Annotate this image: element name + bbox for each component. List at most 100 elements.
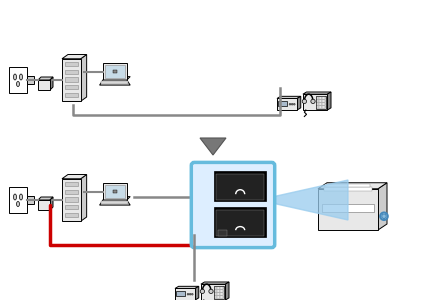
- FancyBboxPatch shape: [220, 290, 223, 292]
- FancyBboxPatch shape: [65, 70, 78, 74]
- FancyBboxPatch shape: [103, 63, 127, 80]
- FancyBboxPatch shape: [218, 296, 220, 298]
- Text: EXT.: EXT.: [230, 223, 250, 232]
- FancyBboxPatch shape: [191, 162, 275, 248]
- Polygon shape: [62, 175, 87, 179]
- FancyBboxPatch shape: [277, 98, 297, 110]
- FancyBboxPatch shape: [101, 201, 128, 204]
- FancyBboxPatch shape: [65, 205, 78, 209]
- FancyBboxPatch shape: [322, 103, 325, 105]
- Polygon shape: [50, 77, 53, 90]
- FancyBboxPatch shape: [103, 183, 127, 200]
- FancyBboxPatch shape: [27, 196, 34, 204]
- Polygon shape: [200, 138, 226, 155]
- FancyBboxPatch shape: [65, 77, 78, 82]
- FancyBboxPatch shape: [65, 197, 78, 202]
- Text: LINE: LINE: [230, 187, 250, 196]
- FancyBboxPatch shape: [38, 80, 50, 90]
- FancyBboxPatch shape: [113, 70, 116, 73]
- FancyBboxPatch shape: [215, 287, 217, 289]
- FancyBboxPatch shape: [218, 230, 227, 236]
- Circle shape: [293, 103, 295, 105]
- FancyBboxPatch shape: [317, 106, 319, 108]
- FancyBboxPatch shape: [303, 94, 327, 110]
- Circle shape: [200, 289, 204, 293]
- Ellipse shape: [17, 82, 20, 86]
- Ellipse shape: [14, 74, 17, 80]
- FancyBboxPatch shape: [215, 293, 217, 295]
- FancyBboxPatch shape: [216, 210, 264, 236]
- FancyBboxPatch shape: [65, 93, 78, 97]
- Circle shape: [209, 289, 213, 293]
- Circle shape: [311, 99, 315, 104]
- Polygon shape: [297, 96, 301, 110]
- FancyBboxPatch shape: [214, 207, 266, 237]
- Polygon shape: [303, 92, 331, 94]
- FancyBboxPatch shape: [317, 103, 319, 105]
- FancyBboxPatch shape: [216, 174, 264, 200]
- FancyBboxPatch shape: [320, 103, 322, 105]
- FancyBboxPatch shape: [65, 213, 78, 217]
- Ellipse shape: [20, 194, 23, 200]
- FancyBboxPatch shape: [326, 184, 371, 187]
- FancyBboxPatch shape: [38, 200, 50, 210]
- FancyBboxPatch shape: [320, 106, 322, 108]
- Polygon shape: [99, 80, 130, 85]
- FancyBboxPatch shape: [316, 96, 326, 109]
- FancyBboxPatch shape: [176, 291, 185, 296]
- FancyBboxPatch shape: [317, 100, 319, 102]
- Circle shape: [289, 103, 291, 105]
- FancyBboxPatch shape: [62, 179, 81, 221]
- Polygon shape: [81, 55, 87, 101]
- FancyBboxPatch shape: [220, 293, 223, 295]
- Circle shape: [189, 293, 191, 295]
- FancyBboxPatch shape: [317, 97, 319, 99]
- Polygon shape: [200, 220, 210, 233]
- Polygon shape: [272, 180, 348, 220]
- FancyBboxPatch shape: [320, 97, 322, 99]
- Polygon shape: [225, 282, 229, 300]
- Ellipse shape: [17, 202, 20, 206]
- FancyBboxPatch shape: [9, 67, 27, 93]
- Polygon shape: [175, 286, 199, 289]
- Polygon shape: [200, 184, 210, 197]
- Polygon shape: [103, 196, 130, 200]
- Circle shape: [380, 212, 388, 220]
- FancyBboxPatch shape: [214, 286, 224, 298]
- FancyBboxPatch shape: [9, 187, 27, 213]
- Polygon shape: [277, 96, 301, 98]
- Polygon shape: [103, 76, 130, 80]
- FancyBboxPatch shape: [220, 287, 223, 289]
- Ellipse shape: [20, 74, 23, 80]
- FancyBboxPatch shape: [65, 62, 78, 66]
- FancyBboxPatch shape: [62, 59, 81, 101]
- FancyBboxPatch shape: [105, 185, 125, 198]
- FancyBboxPatch shape: [101, 81, 128, 84]
- FancyBboxPatch shape: [278, 100, 287, 106]
- Polygon shape: [62, 55, 87, 59]
- FancyBboxPatch shape: [65, 182, 78, 186]
- Circle shape: [187, 293, 189, 295]
- FancyBboxPatch shape: [322, 106, 325, 108]
- Ellipse shape: [14, 194, 17, 200]
- FancyBboxPatch shape: [65, 85, 78, 89]
- Circle shape: [191, 293, 193, 295]
- Circle shape: [291, 103, 293, 105]
- FancyBboxPatch shape: [322, 204, 374, 212]
- FancyBboxPatch shape: [214, 171, 266, 201]
- Polygon shape: [318, 183, 387, 189]
- FancyBboxPatch shape: [322, 97, 325, 99]
- Polygon shape: [50, 197, 53, 210]
- Polygon shape: [195, 286, 199, 300]
- Polygon shape: [378, 183, 387, 230]
- FancyBboxPatch shape: [215, 296, 217, 298]
- FancyBboxPatch shape: [27, 76, 34, 84]
- FancyBboxPatch shape: [201, 284, 225, 300]
- FancyBboxPatch shape: [218, 287, 220, 289]
- FancyBboxPatch shape: [218, 293, 220, 295]
- FancyBboxPatch shape: [320, 100, 322, 102]
- Polygon shape: [81, 175, 87, 221]
- FancyBboxPatch shape: [113, 190, 116, 193]
- FancyBboxPatch shape: [105, 65, 125, 78]
- FancyBboxPatch shape: [322, 100, 325, 102]
